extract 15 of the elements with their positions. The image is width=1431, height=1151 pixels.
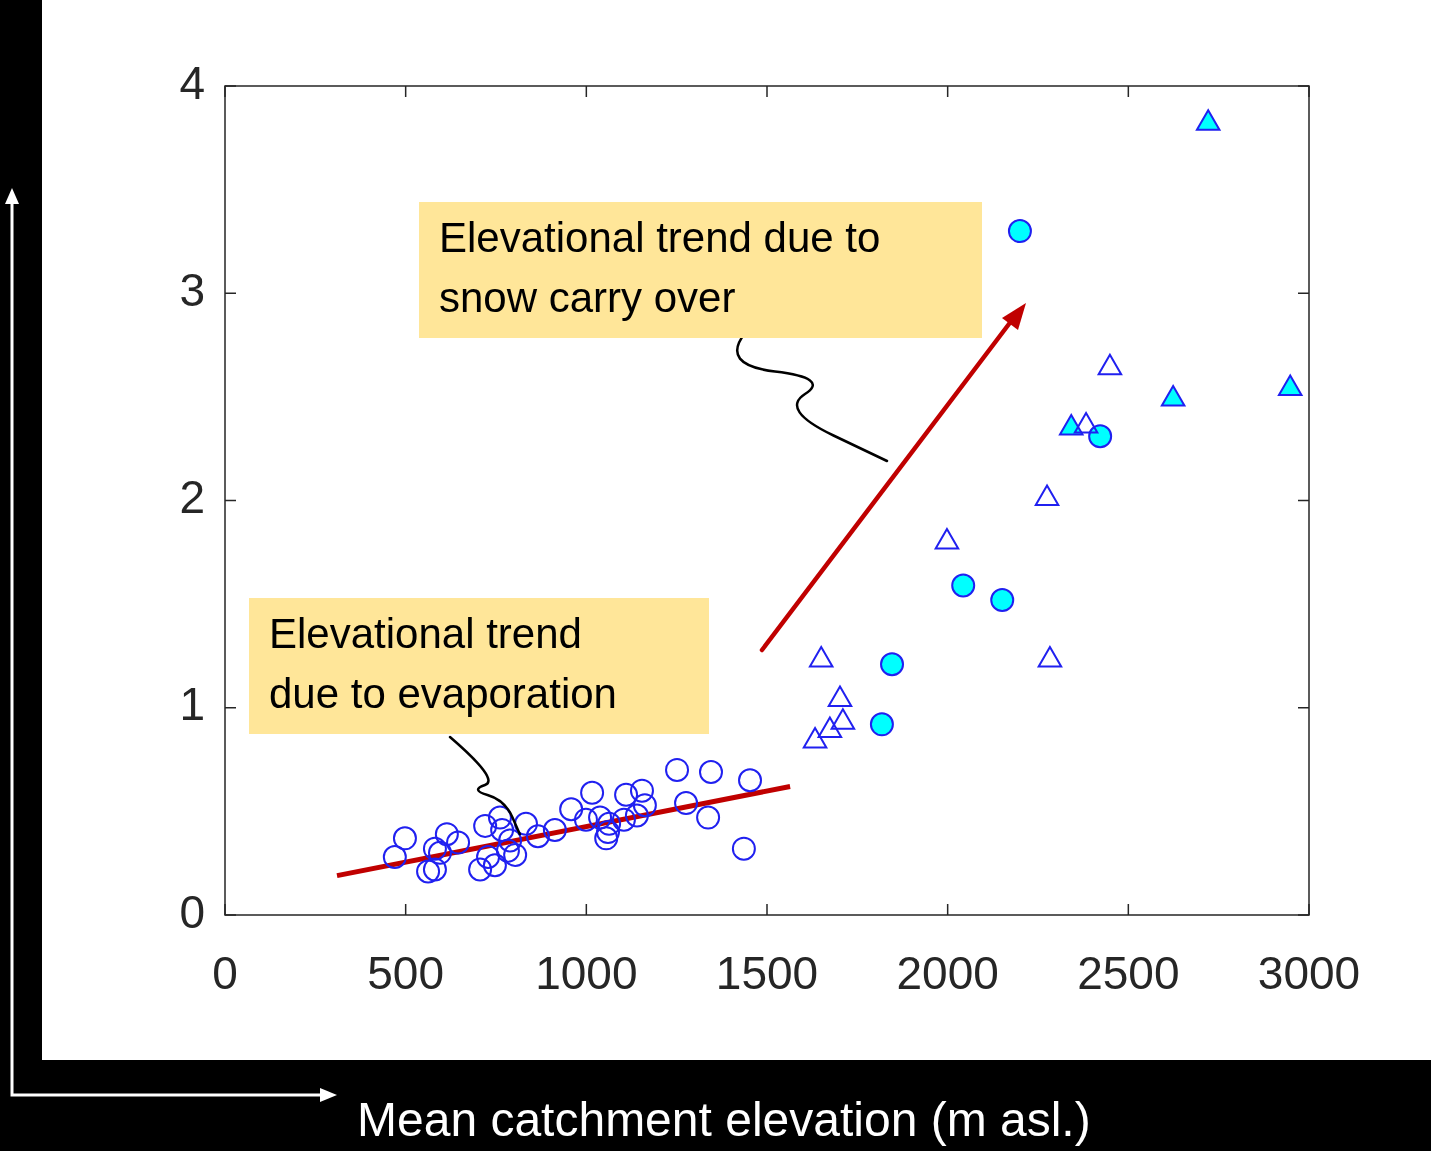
annotation: Elevational trend due to snow carry over (439, 213, 881, 321)
x-tick-label: 1500 (715, 947, 819, 1000)
x-tick-label: 2000 (896, 947, 999, 1000)
y-tick-label: 4 (179, 56, 205, 109)
x-axis-title: Mean catchment elevation (m asl.) (357, 1093, 1091, 1147)
x-tick-label: 2500 (1077, 947, 1180, 1000)
y-tick-label: 2 (179, 471, 205, 524)
y-tick-label: 3 (179, 263, 205, 316)
x-tick-label: 500 (367, 947, 445, 1000)
x-tick-label: 0 (212, 947, 238, 1000)
x-tick-label: 1000 (535, 947, 638, 1000)
y-tick-label: 1 (179, 678, 205, 731)
x-tick-label: 3000 (1257, 947, 1361, 1000)
y-tick-label: 0 (179, 885, 205, 938)
annotation: Elevational trend due to evaporation (269, 609, 617, 717)
